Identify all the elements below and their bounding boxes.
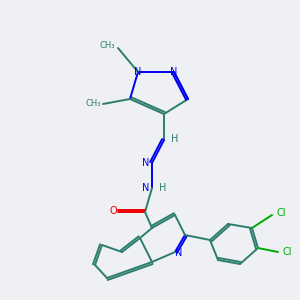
- Text: N: N: [142, 183, 150, 193]
- Text: N: N: [175, 248, 182, 259]
- Text: CH₃: CH₃: [86, 100, 101, 109]
- Text: CH₃: CH₃: [100, 40, 115, 50]
- Text: O: O: [110, 206, 117, 216]
- Text: N: N: [142, 158, 150, 168]
- Text: N: N: [170, 67, 178, 77]
- Text: Cl: Cl: [277, 208, 286, 218]
- Text: H: H: [159, 183, 166, 193]
- Text: H: H: [171, 134, 178, 143]
- Text: N: N: [134, 67, 142, 77]
- Text: Cl: Cl: [283, 247, 292, 257]
